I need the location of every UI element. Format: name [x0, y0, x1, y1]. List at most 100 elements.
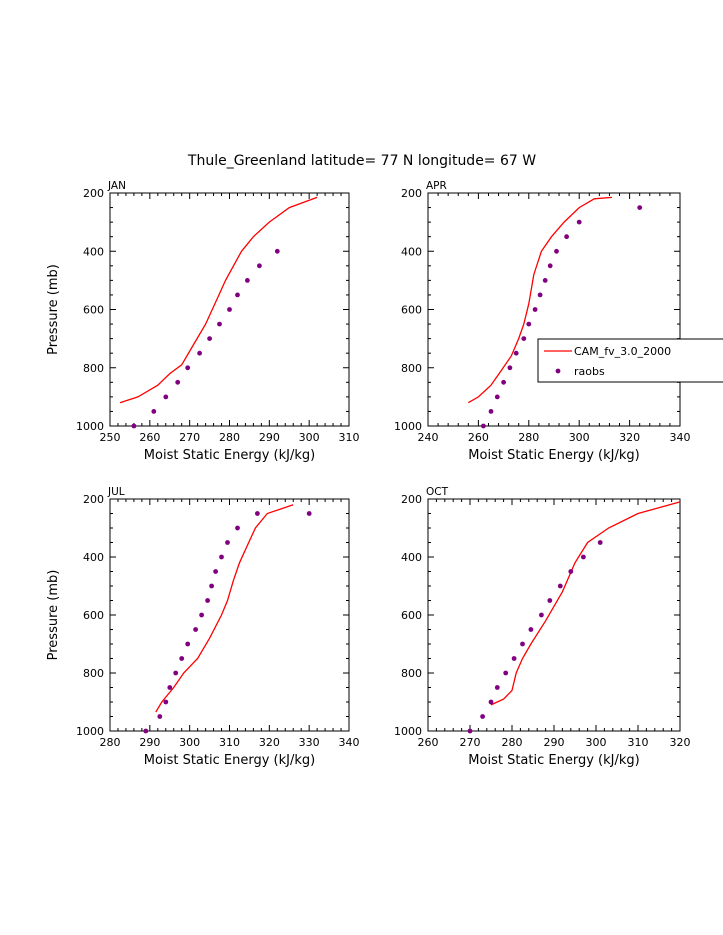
- x-tick-label: 340: [670, 431, 691, 444]
- raobs-point: [564, 234, 569, 240]
- raobs-point: [235, 292, 240, 298]
- raobs-point: [197, 350, 203, 356]
- raobs-point: [173, 670, 179, 676]
- panel-jul: JUL 280 290 300 310 320 330 340 200 400 600 800 1000…: [46, 486, 360, 768]
- raobs-point: [511, 656, 517, 661]
- y-tick-label: 800: [83, 667, 104, 680]
- raobs-point: [217, 321, 222, 327]
- raobs-point: [503, 670, 509, 676]
- x-tick-label: 290: [139, 736, 160, 749]
- y-axis-label: Pressure (mb): [46, 264, 61, 355]
- y-tick-label: 200: [401, 187, 422, 200]
- y-tick-label: 1000: [76, 420, 104, 433]
- y-tick-label: 400: [83, 551, 104, 564]
- x-tick-label: 300: [569, 431, 590, 444]
- y-tick-label: 800: [401, 362, 422, 375]
- plot-frame: [427, 498, 681, 732]
- x-tick-label: 250: [100, 431, 121, 444]
- raobs-point: [537, 292, 543, 298]
- x-tick-label: 310: [628, 736, 649, 749]
- y-tick-label: 1000: [76, 725, 104, 738]
- model-line: [119, 196, 318, 404]
- raobs-point: [520, 641, 525, 647]
- figure-title: Thule_Greenland latitude= 77 N longitude…: [187, 153, 536, 169]
- raobs-point: [547, 598, 553, 603]
- x-axis-label: Moist Static Energy (kJ/kg): [144, 448, 315, 463]
- model-line: [467, 196, 613, 404]
- raobs-point: [199, 612, 205, 618]
- raobs-point: [209, 583, 215, 589]
- y-axis-label: Pressure (mb): [46, 570, 61, 661]
- x-tick-label: 270: [179, 431, 200, 444]
- raobs-point: [227, 307, 232, 312]
- y-tick-label: 400: [83, 245, 104, 258]
- x-tick-label: 260: [418, 736, 439, 749]
- y-tick-label: 1000: [394, 420, 422, 433]
- raobs-point: [131, 423, 137, 429]
- legend-raobs-label: raobs: [574, 365, 605, 378]
- raobs-point: [163, 699, 169, 705]
- x-tick-label: 320: [670, 736, 691, 749]
- x-axis-label: Moist Static Energy (kJ/kg): [468, 753, 639, 768]
- raobs-point: [213, 569, 219, 574]
- raobs-point: [205, 598, 211, 603]
- raobs-point: [637, 205, 643, 211]
- y-tick-label: 400: [401, 551, 422, 564]
- raobs-point: [532, 307, 538, 312]
- panel-apr: APR 240 260 280 300 320 340 200 400 600 800 1000 Moi…: [394, 180, 691, 463]
- panel-label: OCT: [426, 486, 449, 498]
- y-tick-label: 800: [401, 667, 422, 680]
- raobs-point: [557, 583, 563, 589]
- legend-model-label: CAM_fv_3.0_2000: [574, 345, 671, 358]
- raobs-point: [175, 379, 181, 385]
- x-tick-label: 300: [179, 736, 200, 749]
- y-tick-label: 600: [401, 304, 422, 317]
- raobs-point: [528, 627, 534, 632]
- panel-label: JUL: [107, 486, 125, 498]
- raobs-point: [554, 248, 559, 254]
- raobs-point: [576, 219, 582, 225]
- raobs-point: [143, 728, 149, 734]
- model-line: [490, 501, 681, 706]
- raobs-point: [480, 714, 485, 719]
- raobs-point: [274, 248, 280, 254]
- x-tick-label: 280: [502, 736, 523, 749]
- raobs-point: [157, 714, 163, 719]
- raobs-point: [207, 336, 213, 341]
- raobs-point: [542, 278, 548, 283]
- x-tick-label: 310: [339, 431, 360, 444]
- x-tick-label: 320: [259, 736, 280, 749]
- raobs-point: [521, 336, 527, 341]
- plot-frame: [109, 498, 350, 732]
- x-tick-label: 340: [339, 736, 360, 749]
- x-tick-label: 320: [619, 431, 640, 444]
- x-tick-label: 330: [299, 736, 320, 749]
- x-tick-label: 280: [518, 431, 539, 444]
- y-tick-label: 600: [401, 609, 422, 622]
- y-tick-label: 800: [83, 362, 104, 375]
- raobs-point: [255, 511, 260, 516]
- raobs-point: [185, 365, 191, 371]
- raobs-point: [257, 263, 262, 269]
- raobs-point: [219, 554, 224, 560]
- raobs-point: [193, 627, 199, 632]
- y-tick-label: 200: [83, 187, 104, 200]
- model-line: [155, 504, 294, 713]
- plot-frame: [427, 192, 681, 427]
- x-axis-label: Moist Static Energy (kJ/kg): [468, 448, 639, 463]
- raobs-point: [568, 569, 574, 574]
- raobs-point: [245, 278, 250, 283]
- panel-jan: JAN 250 260 270 280 290 300 310 200 400 600 800 1000…: [46, 180, 360, 463]
- y-tick-label: 200: [83, 493, 104, 506]
- y-tick-label: 1000: [394, 725, 422, 738]
- raobs-point: [547, 263, 553, 269]
- panels: JAN 250 260 270 280 290 300 310 200 400 600 800 1000…: [46, 180, 691, 768]
- y-tick-label: 400: [401, 245, 422, 258]
- raobs-point: [581, 554, 586, 560]
- legend-box: [537, 338, 723, 383]
- raobs-point: [513, 350, 519, 356]
- x-tick-label: 310: [219, 736, 240, 749]
- raobs-point: [467, 728, 473, 734]
